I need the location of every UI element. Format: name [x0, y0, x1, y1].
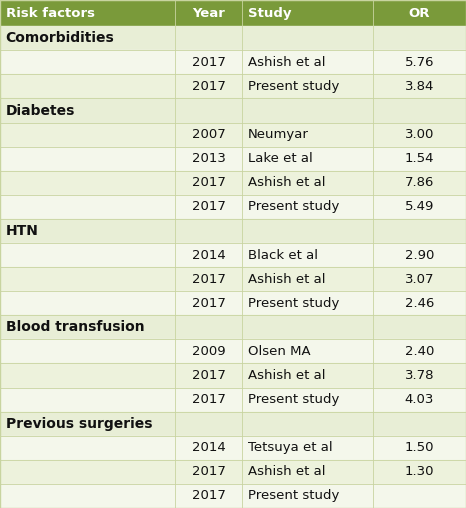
Bar — [0, 436, 466, 460]
Text: 2.46: 2.46 — [404, 297, 434, 310]
Text: 2013: 2013 — [192, 152, 226, 165]
Text: 5.49: 5.49 — [404, 200, 434, 213]
Bar — [0, 388, 466, 411]
Text: Previous surgeries: Previous surgeries — [6, 417, 152, 431]
Bar — [0, 195, 466, 219]
Text: 1.54: 1.54 — [404, 152, 434, 165]
Text: 2017: 2017 — [192, 369, 226, 382]
Text: 3.78: 3.78 — [404, 369, 434, 382]
Text: 1.50: 1.50 — [404, 441, 434, 454]
Text: OR: OR — [409, 7, 430, 20]
Text: Present study: Present study — [248, 200, 339, 213]
Text: 2.90: 2.90 — [404, 248, 434, 262]
Text: 2014: 2014 — [192, 441, 226, 454]
Text: 3.07: 3.07 — [404, 273, 434, 285]
Text: 3.00: 3.00 — [404, 128, 434, 141]
Text: 2.40: 2.40 — [404, 345, 434, 358]
Text: Lake et al: Lake et al — [248, 152, 313, 165]
Text: Neumyar: Neumyar — [248, 128, 309, 141]
Text: 2014: 2014 — [192, 248, 226, 262]
Bar — [0, 219, 466, 243]
Text: Ashish et al: Ashish et al — [248, 465, 325, 479]
Bar — [0, 411, 466, 436]
Text: Diabetes: Diabetes — [6, 104, 75, 117]
Text: Ashish et al: Ashish et al — [248, 176, 325, 189]
Text: Present study: Present study — [248, 297, 339, 310]
Bar — [0, 122, 466, 147]
Bar — [0, 363, 466, 388]
Text: Tetsuya et al: Tetsuya et al — [248, 441, 333, 454]
Text: 2017: 2017 — [192, 393, 226, 406]
Text: 2009: 2009 — [192, 345, 226, 358]
Bar — [0, 0, 466, 26]
Text: 2017: 2017 — [192, 489, 226, 502]
Bar — [0, 460, 466, 484]
Bar — [0, 171, 466, 195]
Text: 2017: 2017 — [192, 80, 226, 93]
Text: 5.76: 5.76 — [404, 56, 434, 69]
Text: 2017: 2017 — [192, 273, 226, 285]
Text: 2017: 2017 — [192, 200, 226, 213]
Text: Black et al: Black et al — [248, 248, 318, 262]
Text: Ashish et al: Ashish et al — [248, 56, 325, 69]
Text: Present study: Present study — [248, 393, 339, 406]
Text: 2017: 2017 — [192, 465, 226, 479]
Bar — [0, 484, 466, 508]
Bar — [0, 99, 466, 122]
Text: Year: Year — [192, 7, 225, 20]
Bar — [0, 339, 466, 363]
Text: Risk factors: Risk factors — [6, 7, 95, 20]
Bar — [0, 291, 466, 315]
Text: HTN: HTN — [6, 224, 39, 238]
Text: 1.30: 1.30 — [404, 465, 434, 479]
Bar — [0, 50, 466, 74]
Bar — [0, 26, 466, 50]
Bar — [0, 243, 466, 267]
Text: Ashish et al: Ashish et al — [248, 273, 325, 285]
Text: 3.84: 3.84 — [404, 80, 434, 93]
Text: Present study: Present study — [248, 489, 339, 502]
Text: Ashish et al: Ashish et al — [248, 369, 325, 382]
Text: Blood transfusion: Blood transfusion — [6, 321, 144, 334]
Text: Comorbidities: Comorbidities — [6, 31, 114, 45]
Bar — [0, 147, 466, 171]
Text: Present study: Present study — [248, 80, 339, 93]
Text: 2017: 2017 — [192, 56, 226, 69]
Text: 4.03: 4.03 — [404, 393, 434, 406]
Text: 2017: 2017 — [192, 176, 226, 189]
Text: Study: Study — [248, 7, 291, 20]
Bar — [0, 315, 466, 339]
Text: 2017: 2017 — [192, 297, 226, 310]
Bar — [0, 74, 466, 99]
Text: 7.86: 7.86 — [404, 176, 434, 189]
Text: Olsen MA: Olsen MA — [248, 345, 310, 358]
Bar — [0, 267, 466, 291]
Text: 2007: 2007 — [192, 128, 226, 141]
